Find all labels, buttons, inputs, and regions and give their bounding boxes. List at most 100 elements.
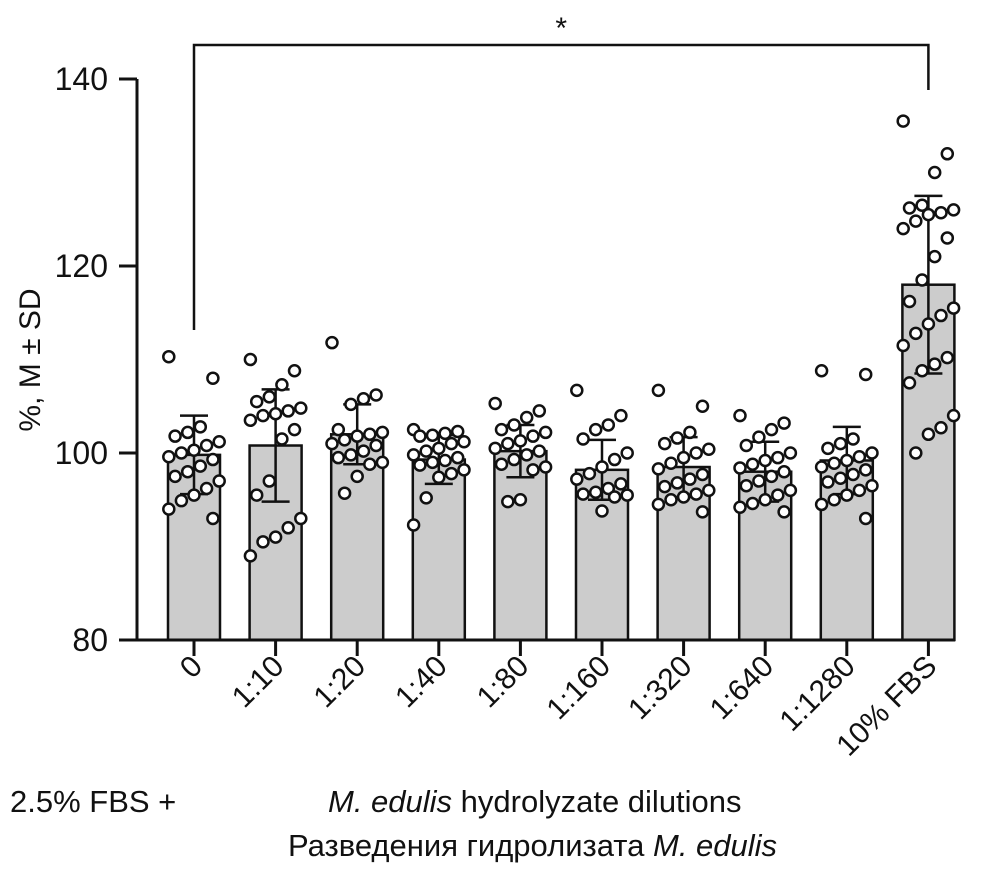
data-points-group xyxy=(162,114,961,563)
x-tick-label-1: 1:10 xyxy=(226,650,291,715)
data-point xyxy=(212,474,226,488)
data-point xyxy=(840,488,854,502)
data-point xyxy=(676,490,691,504)
data-point xyxy=(620,488,634,502)
data-point xyxy=(814,460,829,474)
data-point xyxy=(664,456,678,471)
data-point xyxy=(657,436,672,451)
data-point xyxy=(168,429,182,443)
data-point xyxy=(162,502,176,516)
data-point xyxy=(180,464,195,479)
data-point xyxy=(940,350,955,365)
data-point xyxy=(538,460,553,474)
data-point xyxy=(180,425,195,440)
data-point xyxy=(921,427,936,442)
data-point xyxy=(193,459,208,473)
data-point xyxy=(174,493,189,508)
data-point xyxy=(940,147,955,161)
y-axis-title: %, M ± SD xyxy=(14,288,47,431)
data-point xyxy=(676,450,691,465)
data-point xyxy=(814,363,829,378)
data-point xyxy=(344,448,358,462)
data-point xyxy=(444,466,459,481)
data-point xyxy=(902,294,917,309)
data-point xyxy=(419,444,433,458)
group-prefix-label: 2.5% FBS + xyxy=(10,784,177,819)
data-point xyxy=(852,483,867,498)
data-point xyxy=(570,383,584,398)
x-axis-title-en-rest: hydrolyzate dilutions xyxy=(452,784,742,819)
data-point xyxy=(501,494,515,509)
data-point xyxy=(651,383,666,398)
data-point xyxy=(902,201,917,215)
data-point xyxy=(249,394,264,409)
data-point xyxy=(243,549,258,563)
data-point xyxy=(814,497,829,512)
x-tick-label-2: 1:20 xyxy=(308,650,373,715)
data-point xyxy=(783,483,798,498)
data-point xyxy=(450,424,465,439)
x-axis-title-ru-rest: Разведения гидролизата xyxy=(288,828,653,863)
data-point xyxy=(281,404,295,418)
data-point xyxy=(927,165,942,180)
data-point xyxy=(858,511,873,526)
x-tick-label-6: 1:320 xyxy=(622,650,698,726)
data-point xyxy=(588,485,603,500)
data-point xyxy=(777,416,791,430)
significance-group: * xyxy=(192,12,930,330)
data-point xyxy=(576,487,590,501)
data-point xyxy=(243,413,258,428)
data-point xyxy=(934,308,948,323)
data-point xyxy=(733,461,747,475)
data-point xyxy=(777,464,791,479)
data-point xyxy=(162,449,176,464)
data-point xyxy=(287,422,302,437)
data-point xyxy=(212,435,226,449)
data-point xyxy=(331,422,346,437)
data-point xyxy=(865,446,879,460)
data-point xyxy=(419,491,433,505)
data-point xyxy=(413,429,427,443)
data-point xyxy=(858,367,873,382)
data-point xyxy=(287,363,302,378)
data-point xyxy=(921,207,936,222)
data-point xyxy=(745,457,760,471)
data-point xyxy=(325,335,339,350)
data-point xyxy=(946,301,961,315)
data-point xyxy=(356,444,371,458)
data-point xyxy=(369,438,383,453)
data-point xyxy=(507,418,521,432)
data-point xyxy=(275,377,289,392)
data-point xyxy=(670,476,685,490)
data-point xyxy=(620,446,634,460)
bar-chart: 0 1:10 1:20 1:40 1:80 1:160 1:320 1:6401:128010… xyxy=(14,12,961,763)
data-point xyxy=(702,483,716,498)
data-point xyxy=(199,438,214,453)
data-point xyxy=(827,456,841,471)
y-tick-label-80: 80 xyxy=(72,622,108,658)
data-point xyxy=(758,493,772,507)
data-point xyxy=(752,474,766,488)
data-point xyxy=(946,203,961,217)
data-point xyxy=(833,436,848,451)
data-point xyxy=(915,363,929,378)
data-point xyxy=(262,390,277,404)
data-point xyxy=(162,349,176,364)
data-point xyxy=(896,114,910,128)
data-point xyxy=(526,463,540,477)
data-point xyxy=(909,326,923,341)
data-point xyxy=(570,472,584,486)
data-point xyxy=(683,425,697,440)
data-point xyxy=(513,434,528,448)
data-point xyxy=(651,497,666,512)
data-point xyxy=(488,396,502,411)
x-tick-label-5: 1:160 xyxy=(541,650,617,726)
data-point xyxy=(934,421,948,435)
data-point xyxy=(902,376,917,390)
data-point xyxy=(764,422,779,437)
data-point xyxy=(576,432,590,446)
data-point xyxy=(256,408,270,423)
data-point xyxy=(425,428,440,442)
data-point xyxy=(909,214,923,228)
data-point xyxy=(927,249,942,264)
